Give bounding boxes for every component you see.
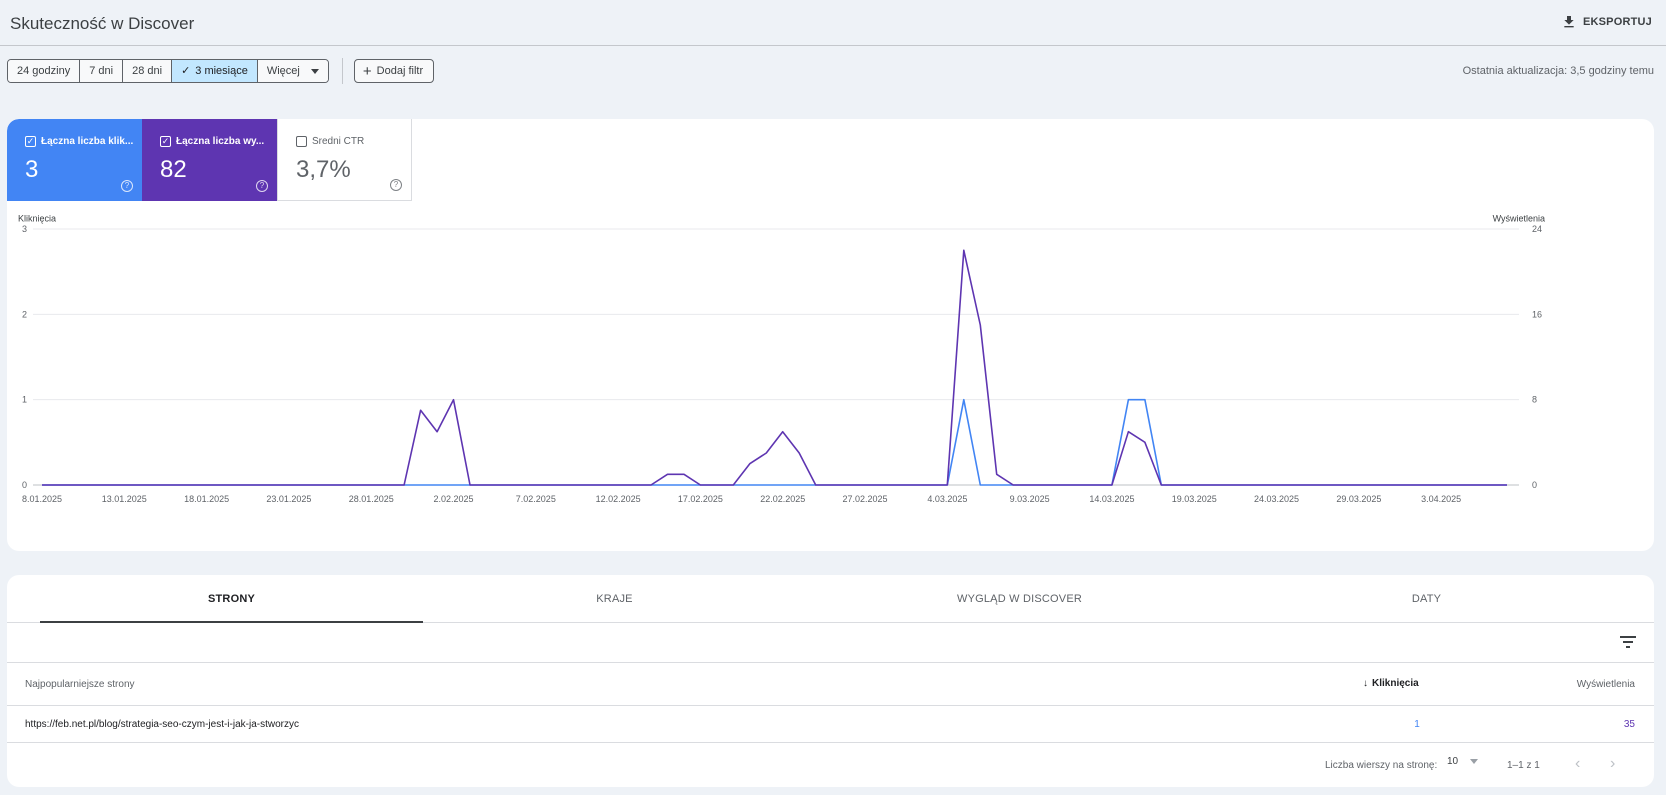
performance-chart-card: ✓ Łączna liczba klik... 3 ? ✓ Łączna liczb…: [7, 119, 1654, 551]
x-tick-label: 3.04.2025: [1421, 494, 1461, 504]
checkbox-checked-icon[interactable]: ✓: [160, 136, 171, 147]
x-tick-label: 7.02.2025: [516, 494, 556, 504]
page-range: 1–1 z 1: [1507, 760, 1540, 771]
left-axis-title: Kliknięcia: [18, 215, 56, 223]
x-tick-label: 8.01.2025: [22, 494, 62, 504]
metric-ctr-value: 3,7%: [296, 156, 351, 183]
download-icon: [1564, 16, 1574, 28]
x-tick-label: 27.02.2025: [843, 494, 888, 504]
line-chart: Kliknięcia Wyświetlenia 0 1 2 3 0 8 16 24 8.01.202…: [18, 215, 1545, 504]
right-tick-label: 16: [1532, 309, 1542, 319]
right-tick-label: 8: [1532, 395, 1537, 405]
range-24h-button[interactable]: 24 godziny: [8, 60, 81, 82]
caret-down-icon: [1470, 759, 1479, 764]
dimension-tabs: STRONY KRAJE WYGLĄD W DISCOVER DATY: [7, 575, 1654, 623]
column-header-impressions[interactable]: Wyświetlenia: [1576, 679, 1635, 690]
metric-ctr-card[interactable]: Średni CTR 3,7% ?: [277, 119, 412, 201]
rows-per-page-select[interactable]: 10: [1447, 756, 1479, 767]
x-tick-label: 4.03.2025: [927, 494, 967, 504]
x-tick-label: 24.03.2025: [1254, 494, 1299, 504]
x-tick-label: 14.03.2025: [1089, 494, 1134, 504]
table-filter-row: [7, 623, 1654, 663]
x-tick-label: 23.01.2025: [266, 494, 311, 504]
range-28d-button[interactable]: 28 dni: [123, 60, 173, 82]
metric-clicks-card[interactable]: ✓ Łączna liczba klik... 3 ?: [7, 119, 142, 201]
metric-impressions-card[interactable]: ✓ Łączna liczba wy... 82 ?: [142, 119, 277, 201]
x-tick-label: 12.02.2025: [596, 494, 641, 504]
left-tick-label: 0: [22, 480, 27, 490]
caret-down-icon: [310, 68, 319, 74]
table-row[interactable]: https://feb.net.pl/blog/strategia-seo-cz…: [7, 706, 1654, 743]
metric-ctr-label: Średni CTR: [312, 136, 365, 147]
chevron-right-icon[interactable]: ›: [1610, 755, 1616, 772]
metric-clicks-value: 3: [25, 156, 39, 183]
checkbox-unchecked-icon[interactable]: [296, 136, 307, 147]
metric-impressions-label: Łączna liczba wy...: [176, 136, 265, 147]
data-table-card: STRONY KRAJE WYGLĄD W DISCOVER DATY Najp…: [7, 575, 1654, 787]
add-filter-button[interactable]: + Dodaj filtr: [353, 59, 435, 83]
range-3m-button[interactable]: ✓ 3 miesiące: [172, 60, 258, 82]
left-tick-label: 1: [22, 395, 27, 405]
x-tick-label: 19.03.2025: [1172, 494, 1217, 504]
check-icon: ✓: [181, 65, 191, 77]
x-tick-label: 28.01.2025: [349, 494, 394, 504]
range-more-dropdown[interactable]: Więcej: [257, 60, 328, 82]
x-tick-label: 29.03.2025: [1336, 494, 1381, 504]
series-line-impressions: [42, 249, 1507, 486]
chevron-left-icon[interactable]: ‹: [1575, 755, 1581, 772]
table-header: Najpopularniejsze strony ↓ Kliknięcia Wy…: [7, 663, 1654, 706]
right-tick-label: 24: [1532, 224, 1542, 234]
row-clicks: 1: [1414, 719, 1420, 730]
export-button[interactable]: EKSPORTUJ: [1561, 14, 1652, 30]
last-update-text: Ostatnia aktualizacja: 3,5 godziny temu: [1462, 65, 1654, 77]
tab-discover-appearance[interactable]: WYGLĄD W DISCOVER: [956, 593, 1083, 605]
column-header-clicks[interactable]: ↓ Kliknięcia: [1363, 678, 1419, 689]
column-header-pages: Najpopularniejsze strony: [25, 679, 135, 690]
date-range-selector: 24 godziny 7 dni 28 dni ✓ 3 miesiące Wię…: [7, 59, 329, 83]
plus-icon: +: [362, 62, 372, 80]
metric-clicks-label: Łączna liczba klik...: [41, 136, 134, 147]
tab-countries[interactable]: KRAJE: [596, 593, 633, 605]
x-tick-label: 17.02.2025: [678, 494, 723, 504]
help-icon[interactable]: ?: [121, 180, 133, 192]
x-tick-label: 13.01.2025: [102, 494, 147, 504]
range-7d-button[interactable]: 7 dni: [80, 60, 124, 82]
help-icon: ?: [390, 179, 402, 191]
metric-impressions-value: 82: [160, 156, 187, 183]
page-header: Skuteczność w Discover EKSPORTUJ: [0, 0, 1666, 46]
row-impressions: 35: [1623, 719, 1635, 730]
x-tick-label: 2.02.2025: [433, 494, 473, 504]
x-tick-label: 22.02.2025: [760, 494, 805, 504]
right-axis-title: Wyświetlenia: [1493, 215, 1545, 223]
right-tick-label: 0: [1532, 480, 1537, 490]
toolbar: 24 godziny 7 dni 28 dni ✓ 3 miesiące Wię…: [7, 58, 435, 84]
sort-arrow-down-icon: ↓: [1363, 678, 1368, 689]
row-url[interactable]: https://feb.net.pl/blog/strategia-seo-cz…: [25, 719, 299, 730]
left-tick-label: 2: [22, 309, 27, 319]
tab-dates[interactable]: DATY: [1411, 593, 1442, 605]
left-tick-label: 3: [22, 224, 27, 234]
help-icon[interactable]: ?: [256, 180, 268, 192]
rows-per-page-label: Liczba wierszy na stronę:: [1325, 760, 1438, 771]
divider: [341, 58, 343, 84]
checkbox-checked-icon[interactable]: ✓: [25, 136, 36, 147]
pagination: Liczba wierszy na stronę: 10 1–1 z 1 ‹ ›: [7, 743, 1654, 787]
page-title: Skuteczność w Discover: [10, 14, 195, 33]
x-tick-label: 18.01.2025: [184, 494, 229, 504]
filter-list-icon[interactable]: [1620, 635, 1636, 649]
tab-pages[interactable]: STRONY: [40, 575, 423, 623]
x-tick-label: 9.03.2025: [1010, 494, 1050, 504]
export-label: EKSPORTUJ: [1582, 16, 1652, 28]
